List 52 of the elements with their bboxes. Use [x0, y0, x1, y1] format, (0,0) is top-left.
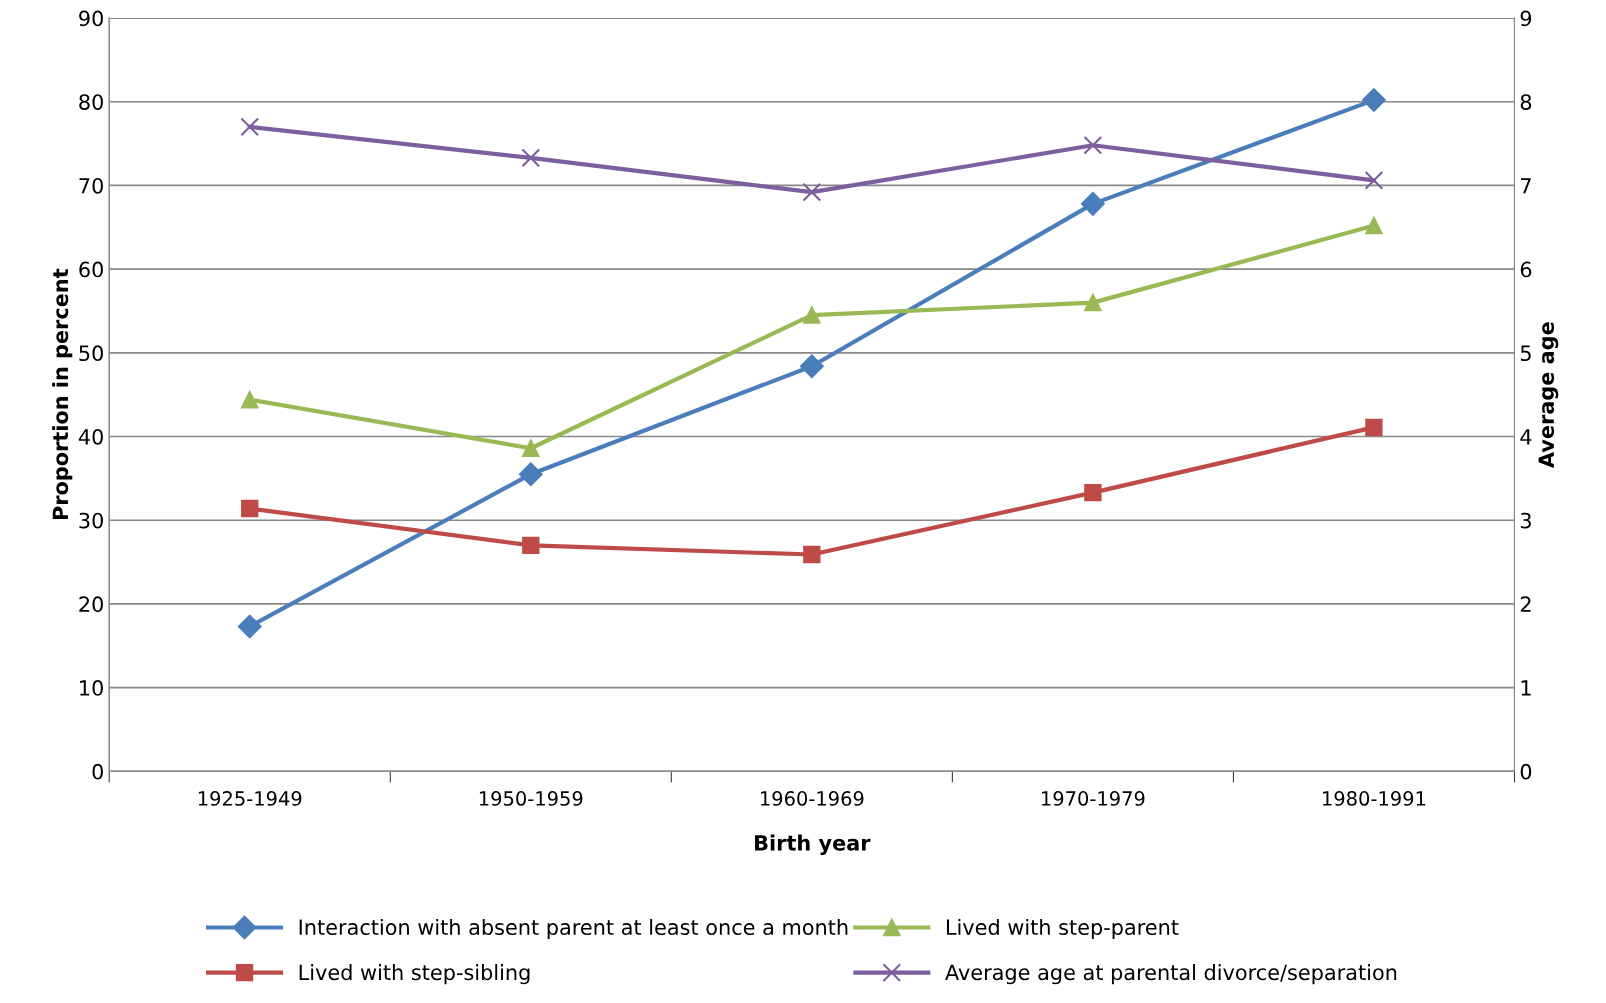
point: [1084, 483, 1102, 502]
x-tick-label: 1925-1949: [198, 791, 302, 806]
point: [241, 499, 259, 518]
x-tick-label: 1960-1969: [760, 791, 864, 806]
y2-tick-label: 3: [1520, 512, 1531, 529]
point: [1081, 192, 1105, 216]
y-axis-title: Proportion in percent: [52, 268, 73, 520]
y2-tick-label: 5: [1520, 345, 1531, 362]
y-tick-label: 40: [78, 428, 103, 445]
point: [803, 306, 821, 324]
y2-tick-label: 1: [1521, 680, 1531, 696]
point: [1362, 88, 1386, 112]
point: [802, 182, 822, 202]
y2-tick-label: 0: [1520, 763, 1532, 780]
y-tick-label: 20: [79, 596, 103, 613]
y-tick-label: 10: [80, 680, 103, 696]
x-axis-title: Birth year: [755, 834, 871, 855]
y-tick-label: 70: [79, 177, 103, 194]
y2-tick-label: 2: [1520, 596, 1531, 612]
y-tick-label: 90: [79, 10, 103, 27]
y-tick-label: 30: [79, 512, 103, 529]
x-tick-label: 1950-1959: [479, 791, 583, 806]
legend-label: Lived with step-parent: [946, 918, 1179, 940]
y-tick-label: 50: [79, 345, 103, 362]
legend-label: Average age at parental divorce/separation: [945, 964, 1397, 985]
y2-tick-label: 4: [1520, 429, 1532, 445]
point: [240, 117, 260, 137]
point: [522, 536, 540, 555]
legend-label: Interaction with absent parent at least once a month: [299, 918, 848, 940]
point: [1084, 293, 1102, 312]
x-tick-label: 1980-1991: [1323, 791, 1426, 806]
y2-tick-label: 7: [1521, 178, 1531, 194]
point: [1365, 418, 1383, 436]
point: [1365, 216, 1383, 235]
x-tick-label: 1970-1979: [1042, 791, 1145, 806]
y2-tick-label: 6: [1520, 261, 1532, 278]
y2-axis-title: Average age: [1538, 322, 1559, 468]
point: [803, 545, 821, 564]
point: [241, 391, 259, 409]
y2-tick-label: 9: [1520, 10, 1532, 27]
legend-label: Lived with step-sibling: [299, 964, 530, 985]
point: [518, 462, 543, 487]
y-tick-label: 80: [79, 94, 103, 110]
y-tick-label: 0: [92, 763, 103, 780]
point: [1083, 135, 1103, 155]
point: [799, 354, 824, 379]
y2-tick-label: 8: [1520, 94, 1532, 110]
point: [522, 439, 540, 457]
y-tick-label: 60: [79, 261, 103, 278]
point: [1364, 171, 1384, 190]
point: [521, 148, 541, 168]
point: [237, 614, 262, 639]
